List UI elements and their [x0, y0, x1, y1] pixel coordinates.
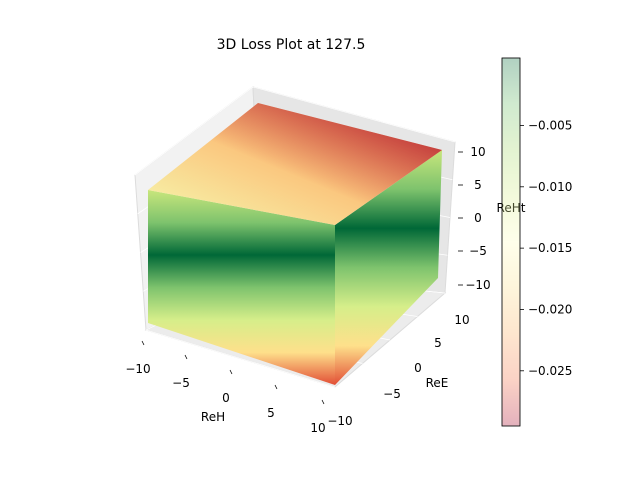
- x-tick-mark: [184, 354, 188, 360]
- x-tick-label: −5: [172, 376, 190, 390]
- colorbar-tick-label: −0.010: [528, 180, 572, 194]
- y-tick-label: 10: [454, 313, 469, 327]
- colorbar-tick-label: −0.015: [528, 241, 572, 255]
- grid-line: [145, 329, 336, 388]
- cube-top-red-overlay: [148, 103, 442, 225]
- x-tick-mark: [274, 384, 278, 390]
- colorbar-frame: [501, 57, 521, 427]
- colorbar: −0.005 −0.010 −0.015 −0.020 −0.025: [501, 57, 572, 427]
- grid-line: [134, 86, 254, 176]
- data-cube: [148, 103, 442, 385]
- y-axis-ticks: −10 −5 05 10: [327, 313, 469, 428]
- y-axis-label: ReE: [426, 376, 449, 390]
- grid-line: [252, 86, 456, 143]
- z-tick-label: 0: [474, 211, 482, 225]
- x-tick-mark: [321, 399, 325, 405]
- colorbar-tick-label: −0.025: [528, 364, 572, 378]
- cube-right-face: [335, 150, 442, 385]
- z-tick-label: 10: [470, 145, 485, 159]
- y-tick-label: 5: [434, 336, 442, 350]
- x-tick-label: 5: [267, 406, 275, 420]
- x-tick-mark: [229, 369, 233, 375]
- x-axis-label: ReH: [201, 410, 225, 424]
- x-tick-label: 0: [222, 391, 230, 405]
- colorbar-tick-label: −0.005: [528, 118, 572, 132]
- y-tick-label: −5: [383, 387, 401, 401]
- chart-title: 3D Loss Plot at 127.5: [217, 37, 366, 53]
- z-tick-label: −5: [469, 244, 487, 258]
- colorbar-tick-label: −0.020: [528, 302, 572, 316]
- z-tick-label: −10: [465, 278, 490, 292]
- x-tick-label: −10: [125, 362, 150, 376]
- x-tick-mark: [141, 340, 145, 346]
- cube-front-face: [148, 190, 335, 385]
- x-tick-label: 10: [310, 421, 325, 435]
- x-axis-ticks: −10 −5 0 5 10: [125, 340, 326, 435]
- colorbar-ticks: −0.005 −0.010 −0.015 −0.020 −0.025: [520, 118, 572, 378]
- y-tick-label: −10: [327, 414, 352, 428]
- y-tick-label: 0: [414, 361, 422, 375]
- z-axis-ticks: −10 −5 0 5 10: [458, 145, 491, 292]
- z-tick-label: 5: [474, 178, 482, 192]
- colorbar-fill-faded: [501, 57, 521, 427]
